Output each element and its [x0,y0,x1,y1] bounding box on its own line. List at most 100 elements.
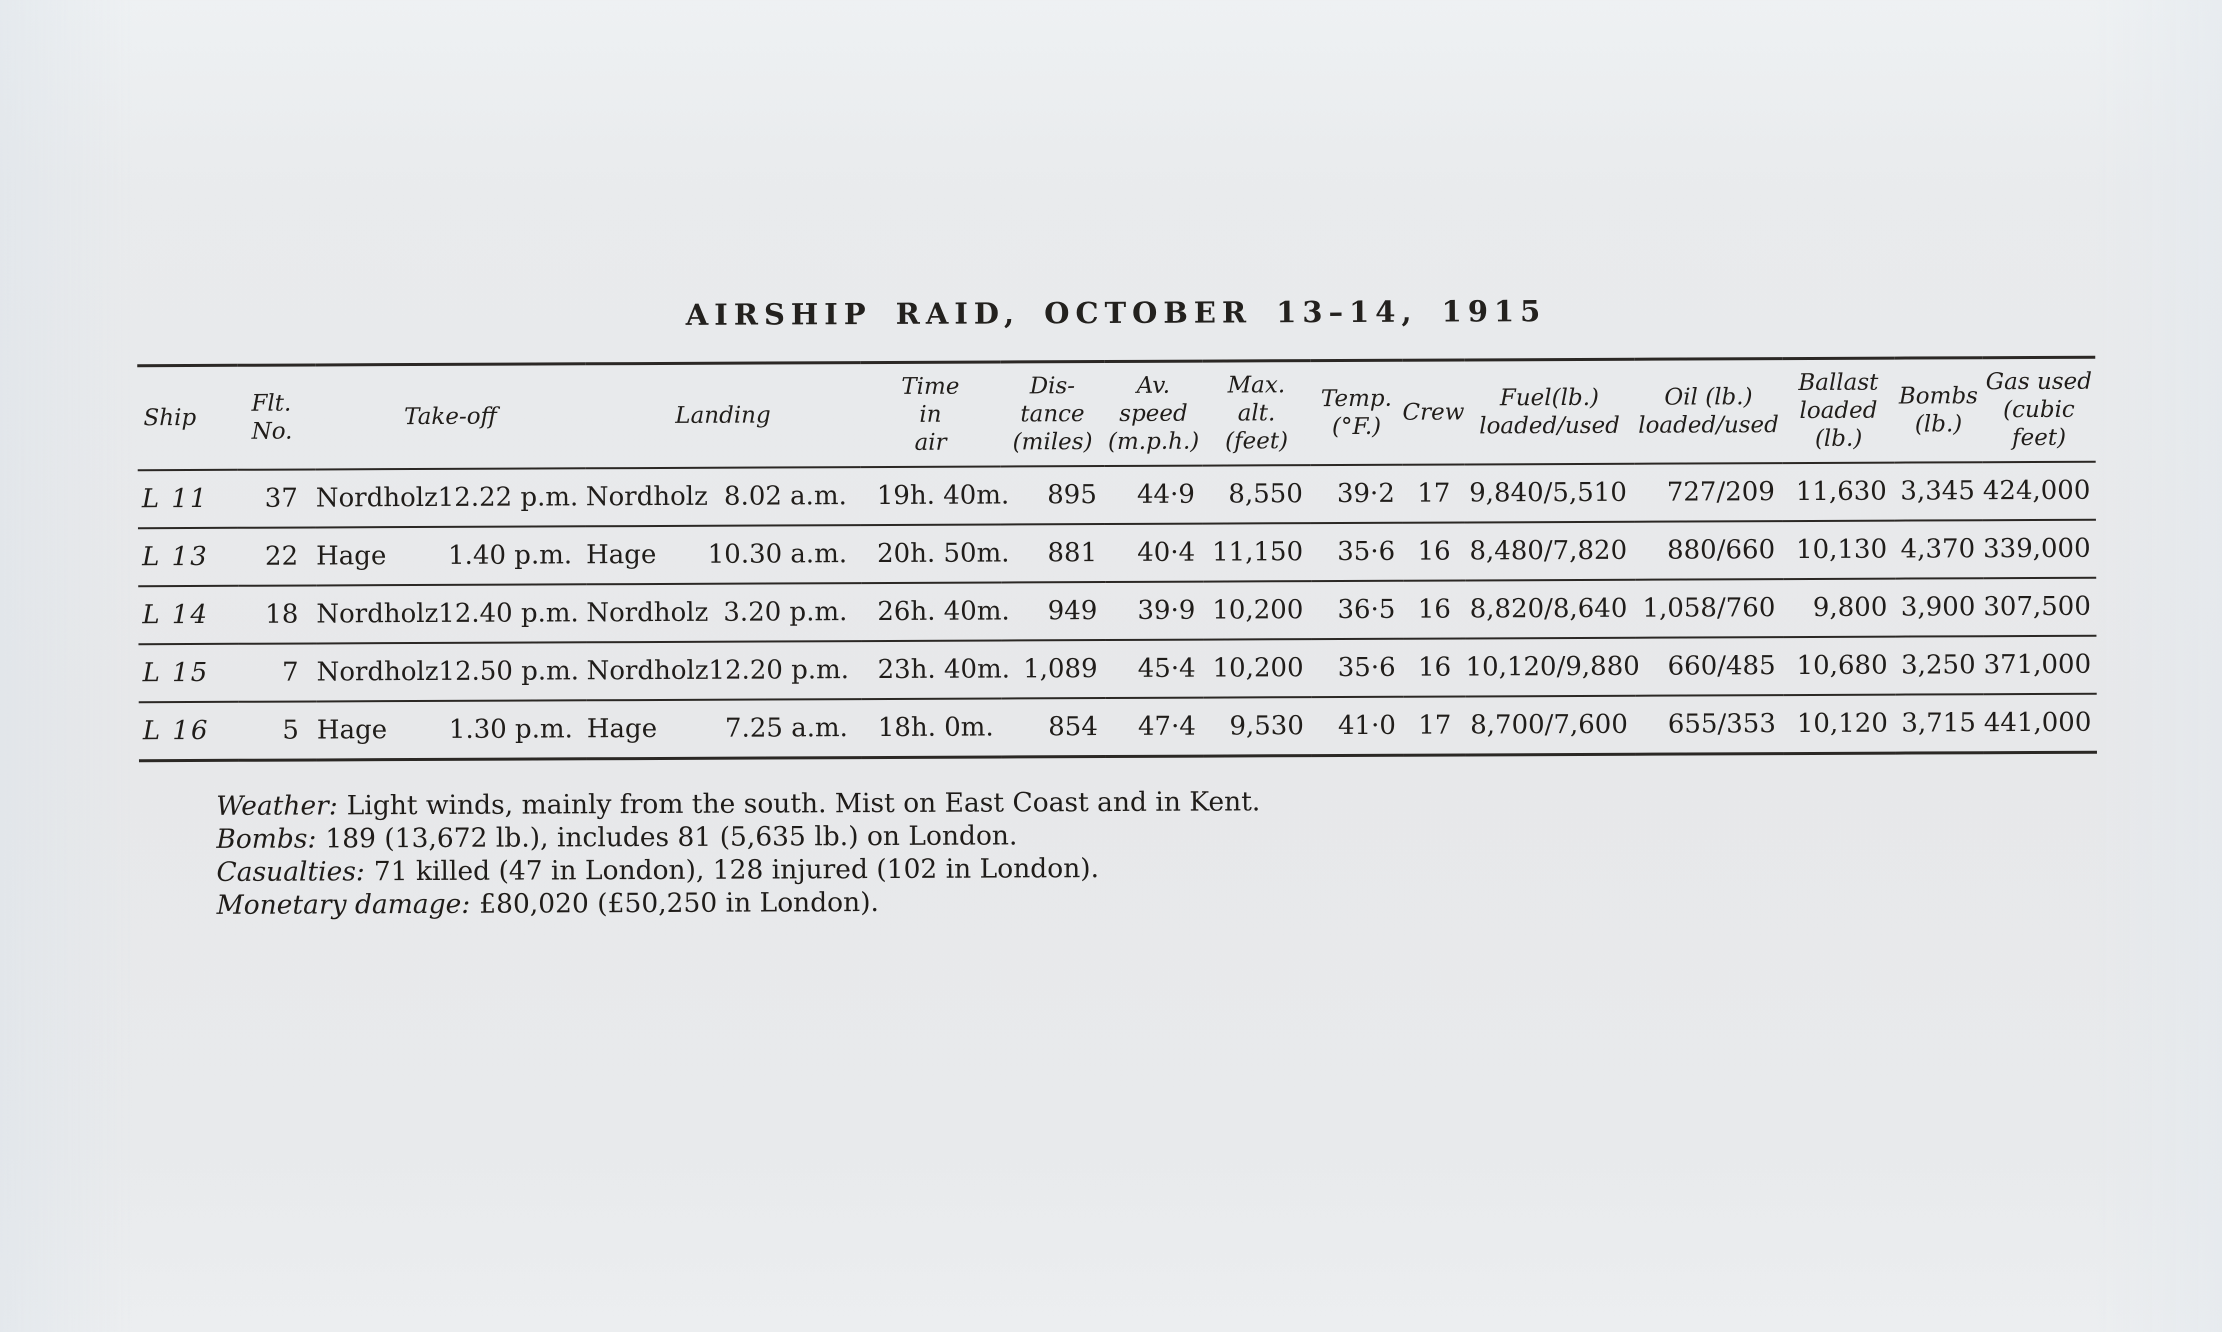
landing-place: Nordholz [585,481,708,513]
cell-flt-no: 37 [264,483,298,514]
note-bombs-text: 189 (13,672 lb.), includes 81 (5,635 lb.… [325,820,1018,855]
header-ship: Ship [143,404,197,432]
landing-place: Hage [586,539,657,571]
cell-fuel: 9,840/5,510 [1469,477,1627,509]
cell-bombs: 3,345 [1900,476,1975,507]
cell-av-speed: 47·4 [1137,711,1196,742]
cell-bombs: 4,370 [1900,534,1976,565]
cell-flt-no: 22 [264,541,299,572]
cell-crew: 17 [1418,710,1452,741]
cell-landing: Hage 10.30 a.m. [586,525,861,584]
header-gas-used: Gas used (cubic feet) [1985,368,2092,452]
place-and-time: Nordholz 3.20 p.m. [586,597,861,628]
cell-gas-used: 441,000 [1983,707,2092,739]
takeoff-time: 12.22 p.m. [437,482,579,513]
cell-fuel: 8,480/7,820 [1469,535,1628,567]
note-monetary-damage: Monetary damage: £80,020 (£50,250 in Lond… [217,884,1261,922]
cell-max-alt: 10,200 [1212,653,1304,684]
header-row: Ship Flt. No. Take-off Landing Time in a… [137,357,2096,471]
page-title: AIRSHIP RAID, OCTOBER 13–14, 1915 [685,294,1547,332]
header-ballast: Ballast loaded (lb.) [1798,369,1879,452]
place-and-time: Nordholz 12.50 p.m. [317,656,587,687]
cell-temp: 41·0 [1337,710,1396,742]
header-crew: Crew [1402,399,1465,426]
cell-time-in-air: 23h. 40m. [877,654,1011,686]
header-av-speed: Av. speed (m.p.h.) [1107,372,1200,456]
cell-max-alt: 11,150 [1212,537,1304,568]
airship-raid-table: Ship Flt. No. Take-off Landing Time in a… [137,355,2097,763]
takeoff-time: 1.30 p.m. [448,714,573,745]
cell-ballast: 10,120 [1796,708,1888,740]
cell-time-in-air: 19h. 40m. [876,480,1010,512]
cell-ballast: 11,630 [1795,476,1887,508]
cell-ship: L 11 [141,483,209,515]
note-bombs: Bombs: 189 (13,672 lb.), includes 81 (5,6… [216,818,1260,856]
takeoff-place: Nordholz [316,598,439,630]
place-and-time: Hage 7.25 a.m. [587,713,862,744]
table-row: L 16 5 Hage 1.30 p.m. Hage 7.25 a.m. 18h. 0m. 8… [138,693,2097,761]
cell-av-speed: 45·4 [1137,653,1196,684]
cell-flt-no: 18 [265,599,299,630]
landing-time: 10.30 a.m. [707,539,848,570]
cell-landing: Hage 7.25 a.m. [587,699,862,759]
table-row: L 13 22 Hage 1.40 p.m. Hage 10.30 a.m. 20h. 50… [137,519,2097,587]
landing-place: Nordholz [586,597,709,629]
cell-ship: L 15 [142,657,210,689]
cell-distance: 949 [1047,596,1098,627]
note-monetary-damage-text: £80,020 (£50,250 in London). [479,887,879,920]
takeoff-place: Hage [316,715,388,746]
cell-take-off: Nordholz 12.40 p.m. [316,584,586,643]
cell-time-in-air: 20h. 50m. [877,538,1010,570]
cell-temp: 36·5 [1337,594,1396,626]
cell-av-speed: 40·4 [1137,537,1196,568]
note-weather-label: Weather: [216,790,338,822]
table-row: L 11 37 Nordholz 12.22 p.m. Nordholz 8.02 a.m… [138,462,2096,529]
cell-take-off: Nordholz 12.50 p.m. [316,642,586,701]
place-and-time: Hage 1.30 p.m. [317,714,587,745]
header-landing: Landing [675,402,771,429]
landing-time: 7.25 a.m. [724,713,848,744]
cell-fuel: 10,120/9,880 [1465,651,1640,683]
note-bombs-label: Bombs: [216,823,317,855]
cell-time-in-air: 18h. 0m. [877,712,994,744]
cell-ballast: 10,680 [1796,650,1888,682]
cell-gas-used: 339,000 [1983,533,2091,565]
landing-place: Nordholz [586,655,709,687]
cell-oil: 1,058/760 [1642,593,1776,624]
note-casualties: Casualties: 71 killed (47 in London), 128… [216,851,1260,889]
cell-crew: 16 [1417,536,1451,567]
cell-ship: L 14 [142,599,210,631]
table-header: Ship Flt. No. Take-off Landing Time in a… [137,357,2096,471]
cell-max-alt: 10,200 [1212,595,1304,626]
landing-place: Hage [586,713,658,745]
cell-take-off: Hage 1.30 p.m. [317,700,587,760]
header-oil: Oil (lb.) loaded/used [1638,384,1779,439]
cell-bombs: 3,900 [1900,592,1976,623]
cell-temp: 35·6 [1337,652,1396,684]
note-weather-text: Light winds, mainly from the south. Mist… [346,786,1261,822]
header-time-in-air: Time in air [901,373,960,456]
cell-landing: Nordholz 12.20 p.m. [586,641,861,700]
takeoff-time: 12.50 p.m. [438,656,580,687]
cell-distance: 895 [1047,480,1097,511]
cell-ballast: 9,800 [1812,592,1888,623]
header-distance: Dis- tance (miles) [1012,373,1093,456]
cell-gas-used: 371,000 [1983,649,2092,681]
table-row: L 14 18 Nordholz 12.40 p.m. Nordholz 3.20 p.m… [138,577,2097,645]
note-casualties-label: Casualties: [216,856,365,888]
place-and-time: Nordholz 12.40 p.m. [316,598,586,629]
cell-flt-no: 5 [282,715,299,746]
header-bombs: Bombs (lb.) [1898,383,1979,438]
takeoff-place: Nordholz [316,656,439,688]
cell-fuel: 8,700/7,600 [1470,709,1628,741]
cell-crew: 17 [1417,478,1451,509]
cell-take-off: Nordholz 12.22 p.m. [316,468,586,527]
landing-time: 12.20 p.m. [708,655,850,686]
cell-crew: 16 [1417,594,1451,625]
cell-gas-used: 424,000 [1982,475,2091,507]
cell-ballast: 10,130 [1796,534,1888,566]
cell-time-in-air: 26h. 40m. [877,596,1010,628]
cell-bombs: 3,250 [1901,650,1976,681]
